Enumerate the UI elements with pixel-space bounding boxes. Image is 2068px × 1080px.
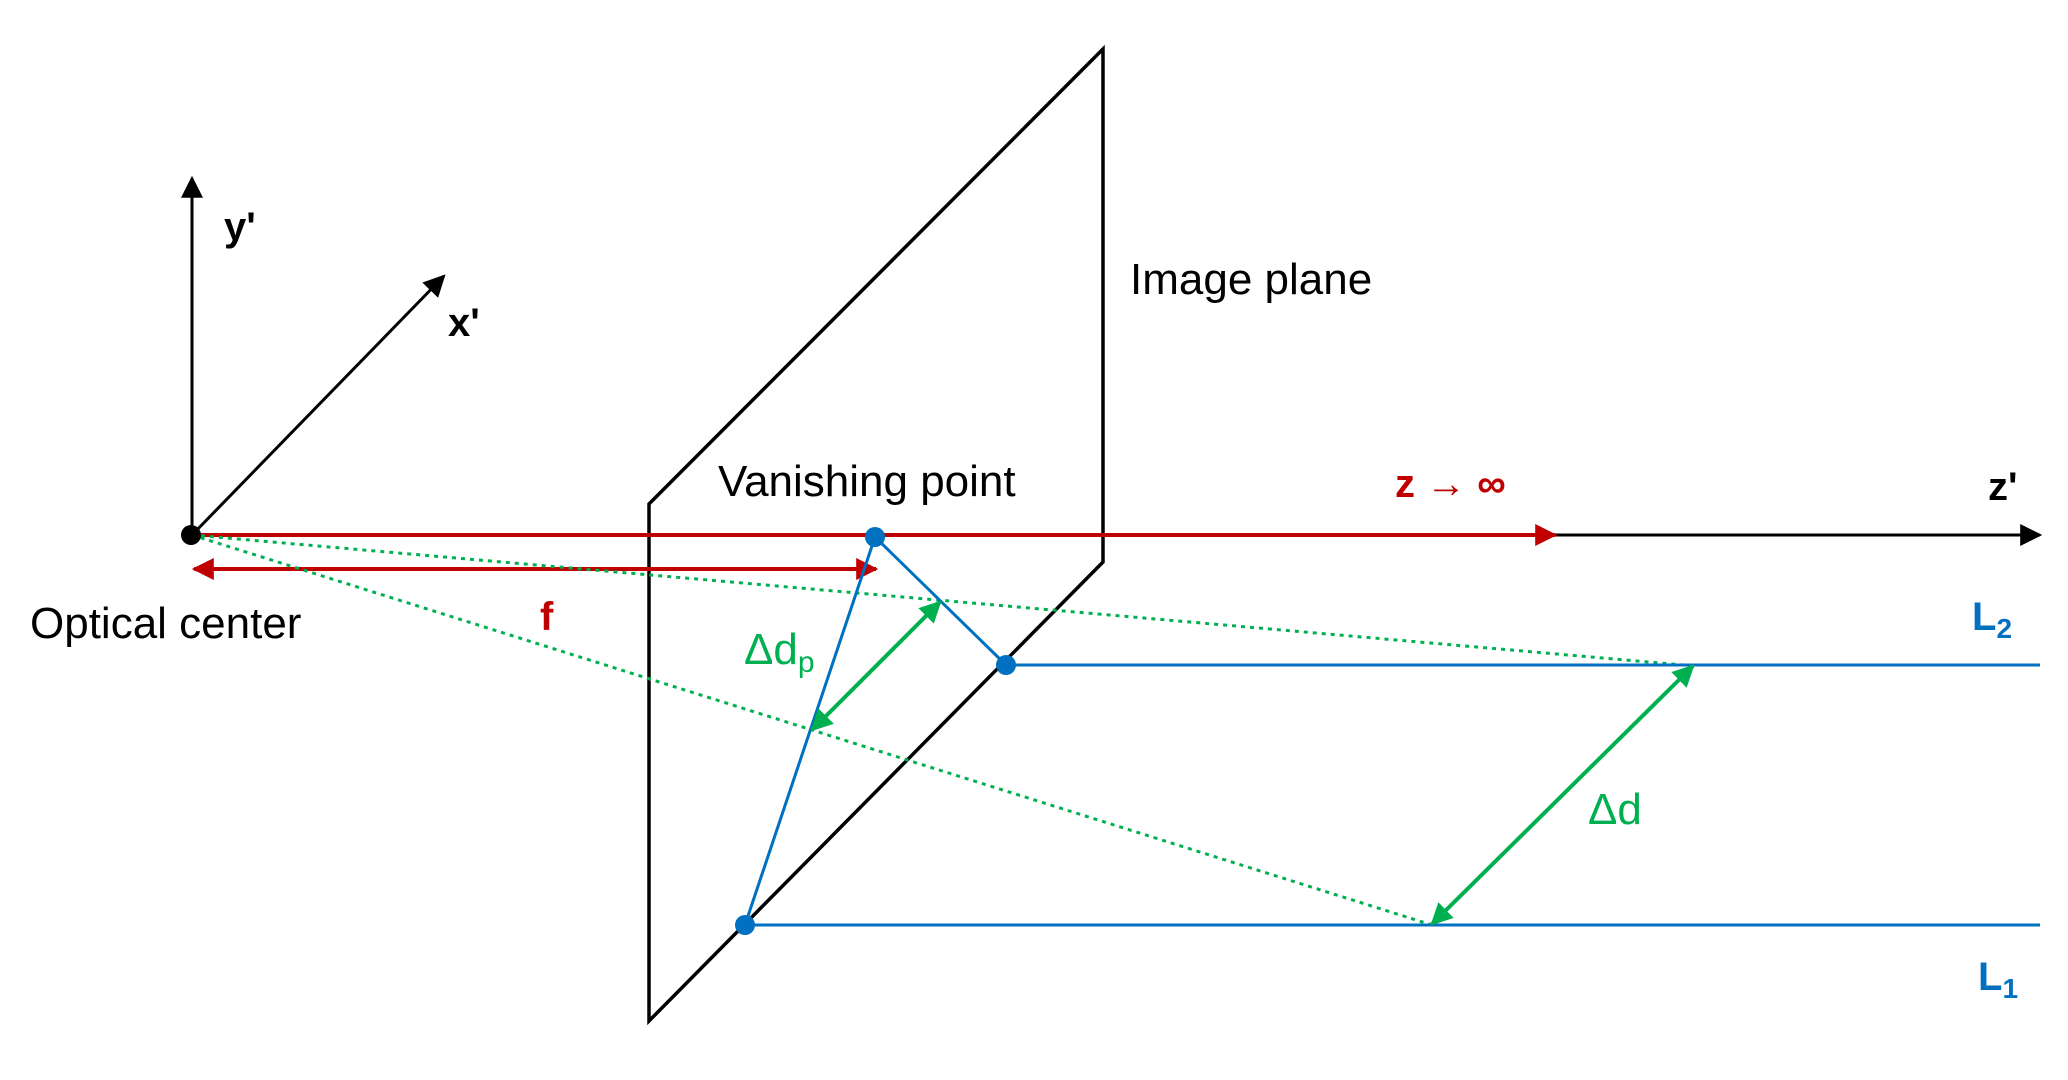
delta-dp-subscript: p [798,646,815,679]
line-l1-subscript: 1 [2002,973,2018,1004]
x-axis-label: x' [448,301,480,345]
optical-center-point [181,525,201,545]
optical-center-label: Optical center [30,599,301,648]
line-l2-main: L [1972,595,1996,639]
vanishing-point-marker [865,527,885,547]
line-l1-label: L1 [1978,955,2018,1004]
z-axis-label: z' [1988,465,2018,509]
vanishing-point-label: Vanishing point [718,457,1016,506]
image-plane-label: Image plane [1130,255,1372,304]
delta-dp-arrow [810,600,942,732]
image-plane [647,44,1105,1026]
x-axis-arrow [190,274,446,537]
line-l1-main: L [1978,955,2002,999]
line-l2-subscript: 2 [1996,613,2012,644]
z-infinity-label: z → ∞ [1395,462,1506,506]
y-axis-label: y' [224,205,256,249]
focal-length-label: f [540,595,554,639]
delta-dp-main: Δd [744,625,798,674]
delta-d-arrow [1430,664,1695,926]
delta-d-label: Δd [1588,785,1642,834]
line-l2-label: L2 [1972,595,2012,644]
l1-plane-intersection-point [735,915,755,935]
projected-line-l1 [743,536,877,926]
l2-plane-intersection-point [996,655,1016,675]
delta-dp-label: Δdp [744,625,815,679]
